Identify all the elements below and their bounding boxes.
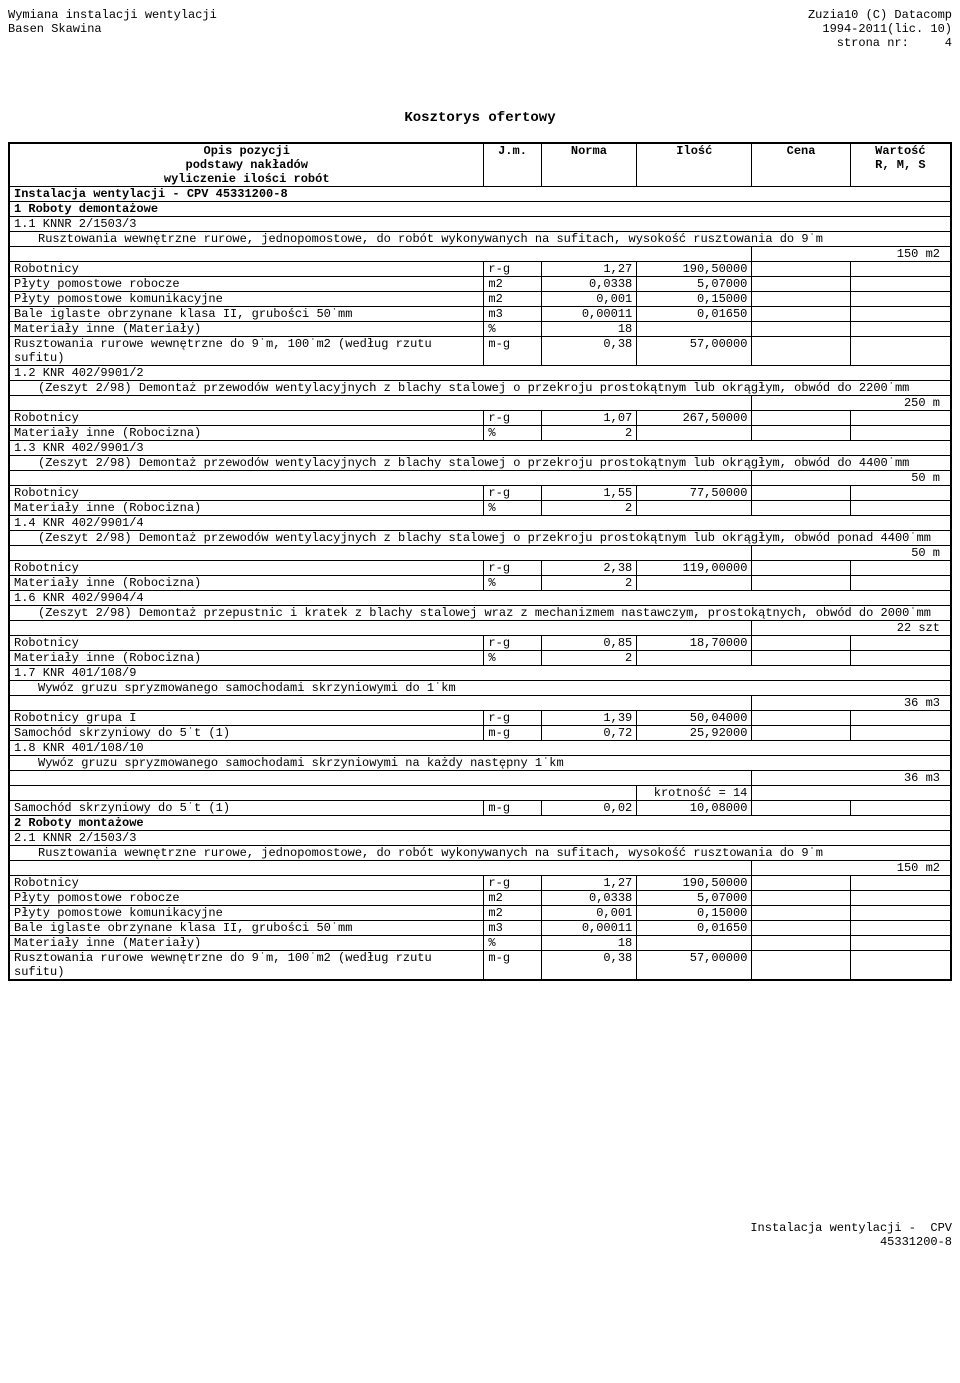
resource-row: Robotnicy grupa Ir-g1,3950,04000 [9, 711, 951, 726]
item-desc-row: Wywóz gruzu spryzmowanego samochodami sk… [9, 756, 951, 771]
resource-row: Robotnicyr-g1,07267,50000 [9, 411, 951, 426]
col-header-ilosc: Ilość [637, 143, 752, 187]
resource-row: Rusztowania rurowe wewnętrzne do 9˙m, 10… [9, 337, 951, 366]
col-header-opis: Opis pozycji podstawy nakładów wyliczeni… [9, 143, 484, 187]
table-body: Instalacja wentylacji - CPV 45331200-81 … [9, 187, 951, 981]
resource-row: Bale iglaste obrzynane klasa II, grubośc… [9, 307, 951, 322]
item-qty-row: 50 m [9, 471, 951, 486]
resource-row: Płyty pomostowe komunikacyjnem20,0010,15… [9, 906, 951, 921]
header-right-line2: 1994-2011(lic. 10) [822, 22, 952, 36]
section-row: Instalacja wentylacji - CPV 45331200-8 [9, 187, 951, 202]
item-qty-row: 50 m [9, 546, 951, 561]
item-code-row: 1.4 KNR 402/9901/4 [9, 516, 951, 531]
resource-row: Płyty pomostowe komunikacyjnem20,0010,15… [9, 292, 951, 307]
item-desc-row: (Zeszyt 2/98) Demontaż przewodów wentyla… [9, 381, 951, 396]
resource-row: Samochód skrzyniowy do 5˙t (1)m-g0,7225,… [9, 726, 951, 741]
item-desc-row: (Zeszyt 2/98) Demontaż przewodów wentyla… [9, 531, 951, 546]
col-header-norma: Norma [541, 143, 637, 187]
resource-row: Materiały inne (Robocizna)%2 [9, 501, 951, 516]
item-desc-row: (Zeszyt 2/98) Demontaż przewodów wentyla… [9, 456, 951, 471]
header-left-line2: Basen Skawina [8, 22, 102, 36]
resource-row: Bale iglaste obrzynane klasa II, grubośc… [9, 921, 951, 936]
resource-row: Materiały inne (Robocizna)%2 [9, 426, 951, 441]
resource-row: Materiały inne (Materiały)%18 [9, 322, 951, 337]
item-desc-row: Wywóz gruzu spryzmowanego samochodami sk… [9, 681, 951, 696]
section-row: 2 Roboty montażowe [9, 816, 951, 831]
resource-row: Robotnicyr-g1,27190,50000 [9, 262, 951, 277]
cost-table: Opis pozycji podstawy nakładów wyliczeni… [8, 142, 952, 981]
table-header-row: Opis pozycji podstawy nakładów wyliczeni… [9, 143, 951, 187]
resource-row: Rusztowania rurowe wewnętrzne do 9˙m, 10… [9, 951, 951, 981]
item-krotnosc-row: krotność = 14 [9, 786, 951, 801]
section-row: 1 Roboty demontażowe [9, 202, 951, 217]
header-right-line3: strona nr: 4 [837, 36, 952, 50]
footer-line1: Instalacja wentylacji - CPV [750, 1221, 952, 1235]
resource-row: Płyty pomostowe roboczem20,03385,07000 [9, 891, 951, 906]
col-header-cena: Cena [752, 143, 850, 187]
item-desc-row: (Zeszyt 2/98) Demontaż przepustnic i kra… [9, 606, 951, 621]
item-code-row: 1.3 KNR 402/9901/3 [9, 441, 951, 456]
item-code-row: 1.7 KNR 401/108/9 [9, 666, 951, 681]
page-footer: Instalacja wentylacji - CPV 45331200-8 [8, 1221, 952, 1249]
header-right-line1: Zuzia10 (C) Datacomp [808, 8, 952, 22]
item-code-row: 1.1 KNNR 2/1503/3 [9, 217, 951, 232]
item-qty-row: 36 m3 [9, 696, 951, 711]
resource-row: Materiały inne (Robocizna)%2 [9, 576, 951, 591]
item-desc-row: Rusztowania wewnętrzne rurowe, jednopomo… [9, 846, 951, 861]
resource-row: Samochód skrzyniowy do 5˙t (1)m-g0,0210,… [9, 801, 951, 816]
item-qty-row: 150 m2 [9, 247, 951, 262]
resource-row: Robotnicyr-g0,8518,70000 [9, 636, 951, 651]
item-code-row: 1.6 KNR 402/9904/4 [9, 591, 951, 606]
item-qty-row: 22 szt [9, 621, 951, 636]
col-header-wartosc: Wartość R, M, S [850, 143, 951, 187]
resource-row: Materiały inne (Materiały)%18 [9, 936, 951, 951]
item-code-row: 2.1 KNNR 2/1503/3 [9, 831, 951, 846]
col-header-jm: J.m. [484, 143, 541, 187]
header-left-line1: Wymiana instalacji wentylacji [8, 8, 217, 22]
resource-row: Płyty pomostowe roboczem20,03385,07000 [9, 277, 951, 292]
item-code-row: 1.8 KNR 401/108/10 [9, 741, 951, 756]
resource-row: Robotnicyr-g1,27190,50000 [9, 876, 951, 891]
item-qty-row: 36 m3 [9, 771, 951, 786]
item-desc-row: Rusztowania wewnętrzne rurowe, jednopomo… [9, 232, 951, 247]
header-right: Zuzia10 (C) Datacomp 1994-2011(lic. 10) … [808, 8, 952, 50]
resource-row: Robotnicyr-g1,5577,50000 [9, 486, 951, 501]
item-code-row: 1.2 KNR 402/9901/2 [9, 366, 951, 381]
header-left: Wymiana instalacji wentylacji Basen Skaw… [8, 8, 217, 50]
resource-row: Robotnicyr-g2,38119,00000 [9, 561, 951, 576]
item-qty-row: 150 m2 [9, 861, 951, 876]
document-title: Kosztorys ofertowy [8, 110, 952, 126]
footer-line2: 45331200-8 [880, 1235, 952, 1249]
item-qty-row: 250 m [9, 396, 951, 411]
page-header: Wymiana instalacji wentylacji Basen Skaw… [8, 8, 952, 50]
resource-row: Materiały inne (Robocizna)%2 [9, 651, 951, 666]
